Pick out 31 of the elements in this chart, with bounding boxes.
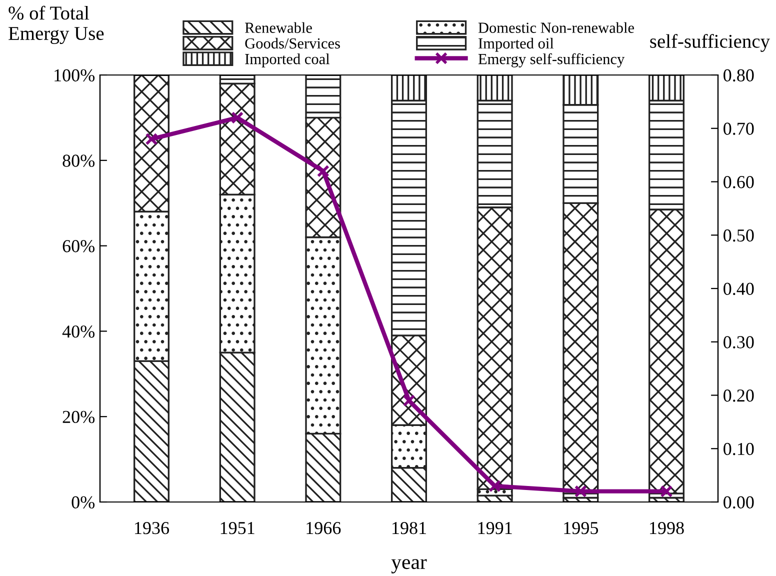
y-tick-label: 60%	[62, 240, 95, 252]
x-tick-label: 1936	[135, 522, 170, 534]
x-tick-label: 1981	[392, 522, 426, 534]
y-tick-label: 20%	[62, 410, 95, 424]
y2-tick-label: 0.80	[724, 69, 754, 82]
y2-tick-label: 0.60	[724, 176, 754, 188]
x-tick-label: 1995	[564, 522, 598, 534]
y2-tick-label: 0.40	[724, 282, 754, 296]
legend-label: Imported coal	[245, 53, 330, 68]
y-axis-title: % of Total Emergy Use	[8, 6, 104, 44]
x-tick-label: 1966	[306, 522, 341, 534]
y2-axis-title: self-sufficiency	[650, 34, 770, 52]
y-tick-label: 80%	[62, 154, 95, 167]
y2-tick-label: 0.50	[724, 229, 754, 242]
y-tick-label: 40%	[62, 325, 95, 338]
y2-tick-label: 0.30	[724, 336, 754, 348]
x-axis-title: year	[391, 559, 427, 574]
legend-label: Emergy self-sufficiency	[478, 53, 625, 68]
legend-label: Renewable	[245, 22, 312, 33]
y2-tick-label: 0.20	[724, 390, 754, 402]
x-tick-label: 1991	[478, 522, 512, 534]
legend-label: Goods/Services	[245, 38, 340, 49]
y2-tick-label: 0.10	[724, 442, 754, 456]
legend-label: Domestic Non-renewable	[478, 22, 634, 33]
legend-label: Imported oil	[478, 38, 554, 52]
x-tick-label: 1951	[220, 522, 254, 534]
y-tick-label: 100%	[54, 69, 95, 82]
y2-tick-label: 0.00	[724, 496, 754, 509]
y-tick-label: 0%	[72, 496, 95, 508]
y2-tick-label: 0.70	[724, 122, 754, 135]
x-tick-label: 1998	[650, 522, 684, 534]
